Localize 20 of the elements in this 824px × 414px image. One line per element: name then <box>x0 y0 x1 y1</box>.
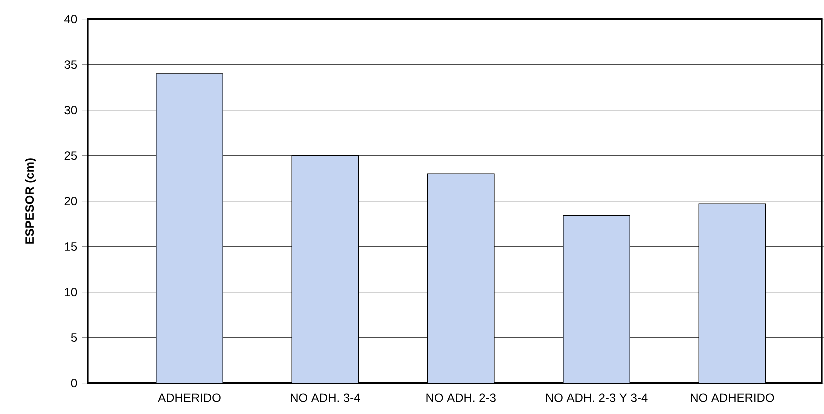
bar <box>698 204 766 384</box>
y-tick-label: 25 <box>64 152 78 160</box>
y-tick-label: 30 <box>64 106 78 115</box>
x-tick-label: NO ADHERIDO <box>691 394 774 402</box>
y-tick-label: 20 <box>64 197 78 206</box>
y-tick-label: 10 <box>65 288 78 297</box>
bar <box>563 216 630 384</box>
y-tick-label: 40 <box>64 15 78 24</box>
bar <box>427 174 495 384</box>
bar <box>292 155 360 384</box>
x-tick-label: ADHERIDO <box>158 394 221 402</box>
y-tick-label: 15 <box>65 242 78 252</box>
x-tick-label: NO ADH. 2-3 <box>426 394 496 402</box>
x-tick-label: NO ADH. 2-3 Y 3-4 <box>546 394 648 402</box>
x-tick-label: NO ADH. 3-4 <box>291 394 360 402</box>
y-tick-label: 35 <box>64 60 78 70</box>
y-tick-label: 5 <box>71 334 78 342</box>
bar <box>156 74 224 384</box>
y-axis-title: ESPESOR (cm) <box>25 158 36 244</box>
y-tick-label: 0 <box>71 379 78 388</box>
